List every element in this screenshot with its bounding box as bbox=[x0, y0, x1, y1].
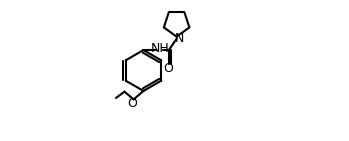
Text: O: O bbox=[163, 62, 173, 75]
Text: NH: NH bbox=[150, 42, 169, 55]
Text: N: N bbox=[174, 32, 184, 45]
Text: O: O bbox=[127, 97, 137, 110]
